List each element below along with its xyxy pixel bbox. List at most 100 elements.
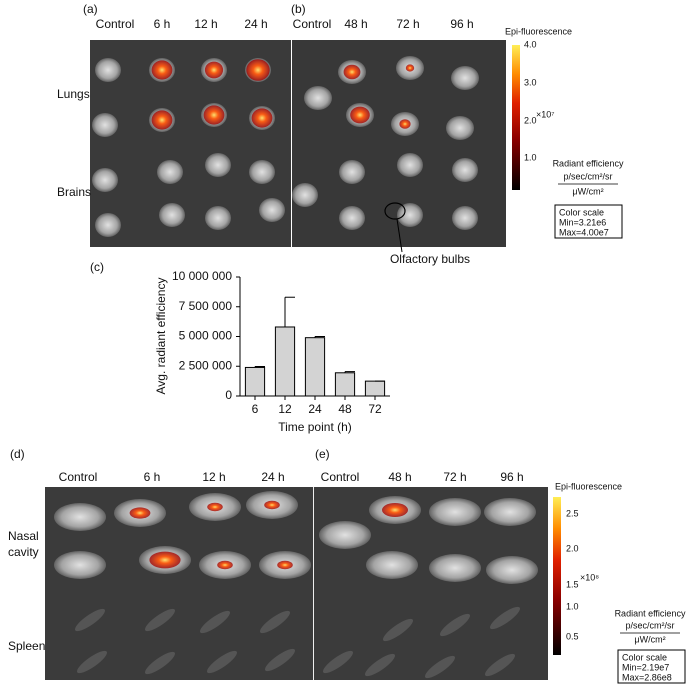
scale: Min=2.19e7 xyxy=(622,662,669,672)
scale: Max=4.00e7 xyxy=(559,227,609,237)
spleen xyxy=(489,606,521,630)
cb-mult: ×10⁸ xyxy=(580,572,599,582)
scale: Min=3.21e6 xyxy=(559,217,606,227)
col: Control xyxy=(293,17,332,31)
tissue xyxy=(249,160,275,184)
pointer xyxy=(396,218,403,253)
tissue xyxy=(205,206,231,230)
spleen xyxy=(364,653,396,677)
signal xyxy=(343,64,361,80)
spleen xyxy=(144,651,176,675)
colorbar xyxy=(512,45,520,190)
signal xyxy=(151,60,173,80)
cb-unit: Radiant efficiency xyxy=(615,608,686,618)
signal xyxy=(151,110,173,130)
signal xyxy=(277,560,293,570)
error-bar xyxy=(314,336,325,338)
circle xyxy=(384,202,406,220)
tissue xyxy=(486,556,538,584)
x-tick-label: 12 xyxy=(278,402,292,416)
signal xyxy=(203,105,225,125)
cb-unit: Radiant efficiency xyxy=(553,158,624,168)
y-tick-label: 5 000 000 xyxy=(179,329,233,343)
tissue xyxy=(452,158,478,182)
col: 96 h xyxy=(500,470,523,484)
panel-label: (d) xyxy=(10,447,25,461)
row-label: Nasal xyxy=(8,529,39,543)
y-tick-label: 10 000 000 xyxy=(172,269,232,283)
spleen xyxy=(484,653,516,677)
panel-label: (c) xyxy=(90,260,104,274)
signal xyxy=(204,61,224,79)
signal xyxy=(382,503,408,517)
bar xyxy=(364,380,386,397)
x-tick-label: 72 xyxy=(368,402,382,416)
col: 6 h xyxy=(144,470,161,484)
col: 24 h xyxy=(261,470,284,484)
spleen xyxy=(264,648,296,672)
spleen xyxy=(206,650,238,674)
tissue xyxy=(366,551,418,579)
tissue xyxy=(54,551,106,579)
bar xyxy=(244,366,266,397)
signal xyxy=(217,560,233,570)
spleen xyxy=(322,650,354,674)
tissue xyxy=(157,160,183,184)
scale: Color scale xyxy=(622,652,667,662)
signal xyxy=(251,108,273,128)
tissue xyxy=(54,503,106,531)
scale-box xyxy=(617,649,686,684)
spleen xyxy=(382,618,414,642)
error-bar xyxy=(254,365,265,368)
cb-tick: 2.0 xyxy=(524,115,537,125)
tissue xyxy=(397,153,423,177)
bar xyxy=(304,337,326,397)
col: 72 h xyxy=(443,470,466,484)
signal xyxy=(149,551,181,569)
bar xyxy=(334,372,356,397)
y-tick-label: 0 xyxy=(225,388,232,402)
tissue xyxy=(484,498,536,526)
cb-tick: 4.0 xyxy=(524,39,537,49)
row-label: Lungs xyxy=(57,87,90,101)
tissue xyxy=(205,153,231,177)
cb-tick: 1.0 xyxy=(566,601,579,611)
cb-unit: μW/cm² xyxy=(634,634,665,644)
scale: Color scale xyxy=(559,207,604,217)
signal xyxy=(264,500,280,510)
x-tick-label: 24 xyxy=(308,402,322,416)
row-label: Brains xyxy=(57,185,91,199)
y-tick-label: 7 500 000 xyxy=(179,299,233,313)
cb-unit: p/sec/cm²/sr xyxy=(563,171,612,181)
cb-tick: 2.5 xyxy=(566,508,579,518)
panel-label: (b) xyxy=(291,2,306,16)
col: 72 h xyxy=(396,17,419,31)
tissue xyxy=(259,198,285,222)
annotation: Olfactory bulbs xyxy=(390,252,470,266)
col: Control xyxy=(321,470,360,484)
cb-title: Epi-fluorescence xyxy=(505,26,572,36)
cb-tick: 2.0 xyxy=(566,543,579,553)
col: 12 h xyxy=(202,470,225,484)
cb-unit: μW/cm² xyxy=(572,186,603,196)
y-label: Avg. radiant efficiency xyxy=(154,278,168,395)
tissue xyxy=(429,498,481,526)
y-tick-label: 2 500 000 xyxy=(179,358,233,372)
colorbar xyxy=(553,497,561,655)
scale-box xyxy=(554,204,623,239)
spleen xyxy=(74,608,106,632)
x-tick-label: 48 xyxy=(338,402,352,416)
tissue xyxy=(92,168,118,192)
cb-tick: 1.0 xyxy=(524,152,537,162)
tissue xyxy=(95,213,121,237)
signal xyxy=(129,507,151,519)
spleen xyxy=(439,613,471,637)
tissue xyxy=(319,521,371,549)
cb-unit: p/sec/cm²/sr xyxy=(625,620,674,630)
cb-tick: 3.0 xyxy=(524,77,537,87)
error-bar xyxy=(344,371,355,373)
tissue xyxy=(292,183,318,207)
spleen xyxy=(76,650,108,674)
col: 48 h xyxy=(388,470,411,484)
col: 6 h xyxy=(154,17,171,31)
